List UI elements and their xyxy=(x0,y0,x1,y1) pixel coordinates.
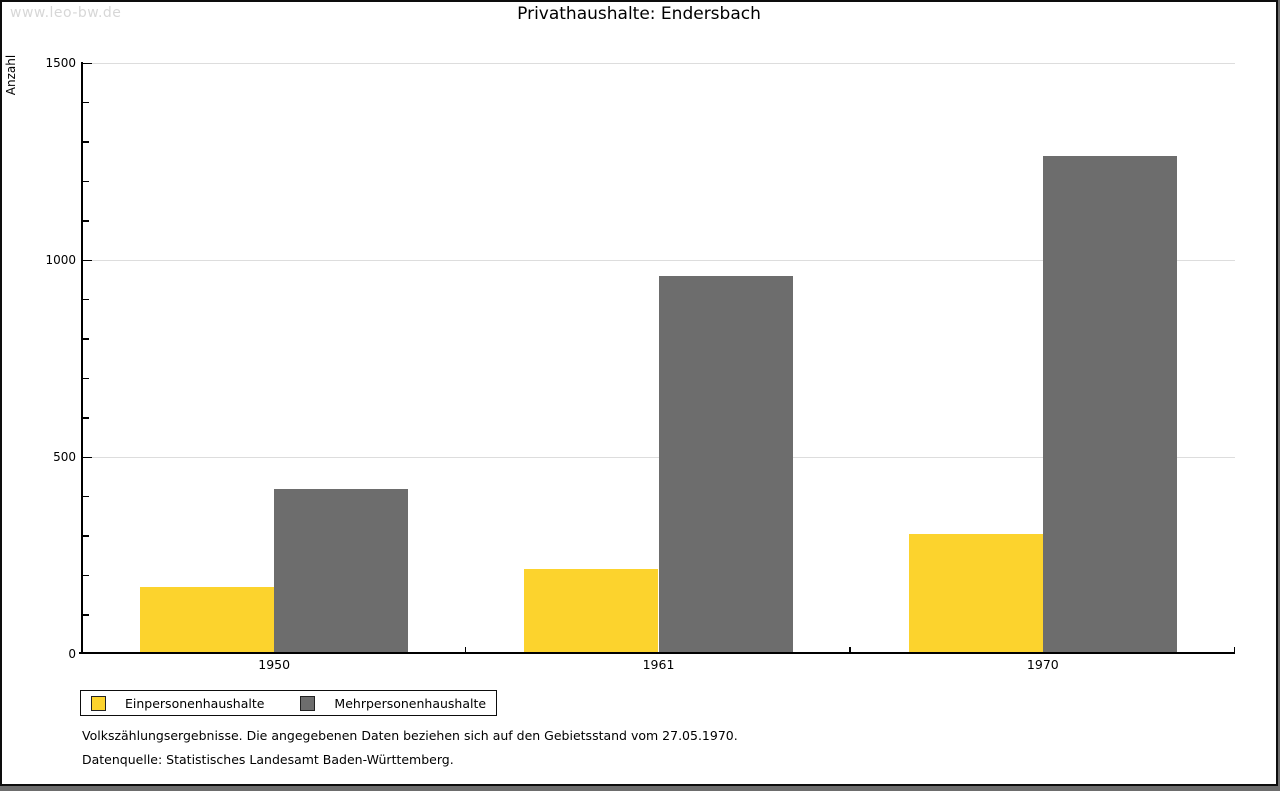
y-major-tick xyxy=(83,259,92,262)
y-minor-tick xyxy=(83,338,89,340)
y-tick-label: 1000 xyxy=(45,253,76,268)
x-axis-category-labels: 1950 1961 1970 xyxy=(82,657,1235,675)
y-minor-tick xyxy=(83,417,89,419)
bar-einpersonenhaushalte-1970 xyxy=(908,533,1043,654)
y-major-tick xyxy=(83,62,92,64)
bar-mehrpersonenhaushalte-1961 xyxy=(658,275,793,654)
watermark: www.leo-bw.de xyxy=(10,5,122,21)
y-minor-tick xyxy=(83,141,89,143)
bar-mehrpersonenhaushalte-1950 xyxy=(274,488,409,654)
bar-einpersonenhaushalte-1950 xyxy=(140,587,275,654)
x-boundary-tick xyxy=(464,647,467,654)
y-minor-tick xyxy=(83,535,89,537)
y-minor-tick xyxy=(83,298,89,301)
y-minor-tick xyxy=(83,180,89,183)
y-minor-tick xyxy=(83,495,89,498)
legend-swatch-icon xyxy=(300,695,316,711)
x-boundary-tick xyxy=(849,647,851,654)
x-category-label: 1970 xyxy=(1026,657,1059,672)
bar-mehrpersonenhaushalte-1970 xyxy=(1042,155,1177,654)
y-minor-tick xyxy=(83,101,89,104)
y-minor-tick xyxy=(83,614,89,616)
bar-einpersonenhaushalte-1961 xyxy=(524,569,659,654)
footnote-source-note: Volkszählungsergebnisse. Die angegebenen… xyxy=(82,728,738,743)
x-boundary-tick xyxy=(1233,647,1235,654)
y-tick-label: 0 xyxy=(68,647,76,661)
legend-label: Mehrpersonenhaushalte xyxy=(334,695,487,711)
x-category-label: 1950 xyxy=(258,657,291,672)
y-tick-label: 500 xyxy=(53,450,76,465)
x-axis-line xyxy=(79,652,1235,654)
legend-item-mehrpersonenhaushalte: Mehrpersonenhaushalte xyxy=(300,695,487,711)
y-axis-tick-labels: 0 500 1000 1500 xyxy=(2,56,76,661)
page-title: Privathaushalte: Endersbach xyxy=(517,4,761,24)
legend: Einpersonenhaushalte Mehrpersonenhaushal… xyxy=(80,690,498,716)
legend-item-einpersonenhaushalte: Einpersonenhaushalte xyxy=(91,695,265,711)
legend-label: Einpersonenhaushalte xyxy=(125,695,265,711)
y-axis-line xyxy=(81,62,83,654)
legend-swatch-icon xyxy=(91,695,106,711)
gridline xyxy=(83,260,1235,262)
plot-area xyxy=(82,62,1235,654)
x-category-label: 1961 xyxy=(642,657,675,672)
y-major-tick xyxy=(83,456,92,459)
y-minor-tick xyxy=(83,574,89,577)
gridline xyxy=(83,63,1235,64)
y-minor-tick xyxy=(83,377,89,380)
y-minor-tick xyxy=(83,220,89,222)
y-tick-label: 1500 xyxy=(45,56,76,70)
footnote-data-source: Datenquelle: Statistisches Landesamt Bad… xyxy=(82,752,454,767)
